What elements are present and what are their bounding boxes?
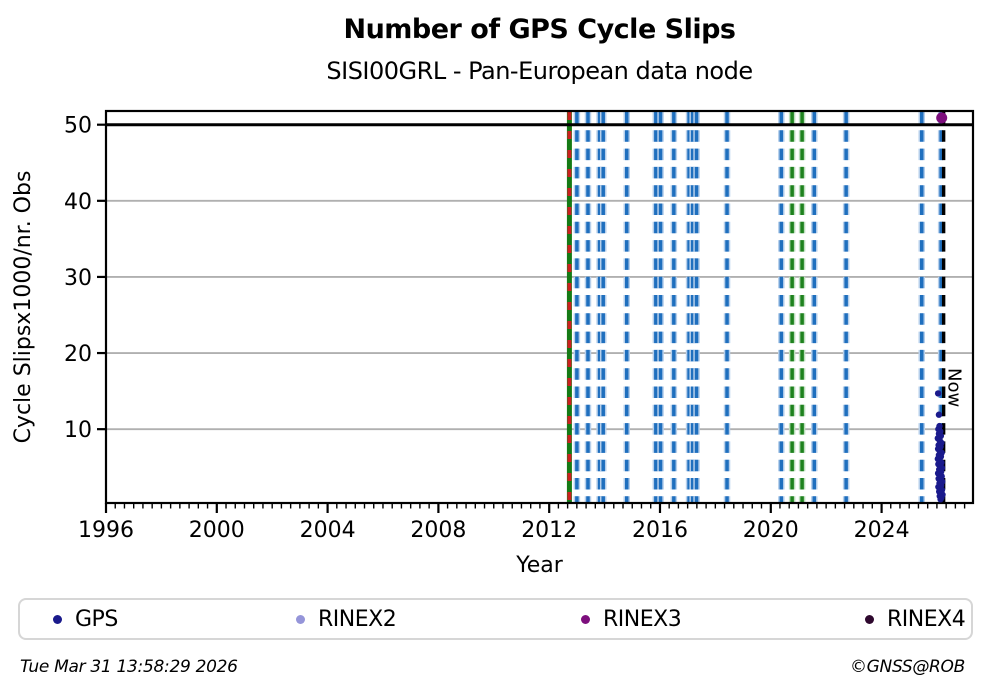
legend-label: RINEX3 [603, 606, 682, 632]
y-axis-label: Cycle Slipsx1000/nr. Obs [11, 171, 36, 444]
legend-item-rinex2: RINEX2 [296, 600, 397, 638]
legend-item-gps: GPS [53, 600, 118, 638]
chart-legend: GPS RINEX2 RINEX3 RINEX4 [18, 598, 973, 640]
legend-item-rinex4: RINEX4 [865, 600, 966, 638]
legend-label: GPS [75, 606, 118, 632]
rinex3-marker-icon [581, 614, 590, 624]
y-tick-label: 10 [64, 418, 92, 443]
x-tick-label: 2016 [632, 518, 688, 543]
y-tick-label: 30 [64, 266, 92, 291]
cycle-slips-chart: Now 1996 2000 2004 2008 2012 2016 2020 2024 10 20 3… [11, 109, 975, 578]
x-tick-label: 2024 [854, 518, 910, 543]
y-tick-label: 20 [64, 342, 92, 367]
legend-label: RINEX2 [318, 606, 397, 632]
x-tick-label: 2000 [189, 518, 245, 543]
chart-subtitle: SISI00GRL - Pan-European data node [326, 57, 753, 85]
x-tick-label: 2020 [743, 518, 799, 543]
rinex2-marker-icon [296, 614, 305, 624]
plot-timestamp: Tue Mar 31 13:58:29 2026 [20, 657, 238, 677]
x-tick-label: 2008 [410, 518, 466, 543]
gps-data-point [935, 411, 943, 418]
x-tick-label: 1996 [78, 518, 134, 543]
x-tick-label: 2004 [300, 518, 356, 543]
legend-item-rinex3: RINEX3 [581, 600, 682, 638]
y-tick-label: 50 [64, 114, 92, 139]
x-axis-label: Year [515, 553, 564, 578]
y-tick-label: 40 [64, 190, 92, 215]
gps-data-point [934, 390, 942, 397]
chart-title: Number of GPS Cycle Slips [343, 14, 736, 45]
rinex3-data-point [936, 112, 948, 124]
gps-marker-icon [53, 614, 62, 624]
legend-label: RINEX4 [887, 606, 966, 632]
x-tick-label: 2012 [521, 518, 577, 543]
copyright-label: ©GNSS@ROB [849, 657, 965, 677]
gps-data-point [937, 495, 944, 503]
rinex4-marker-icon [865, 614, 874, 624]
now-label: Now [944, 368, 965, 407]
